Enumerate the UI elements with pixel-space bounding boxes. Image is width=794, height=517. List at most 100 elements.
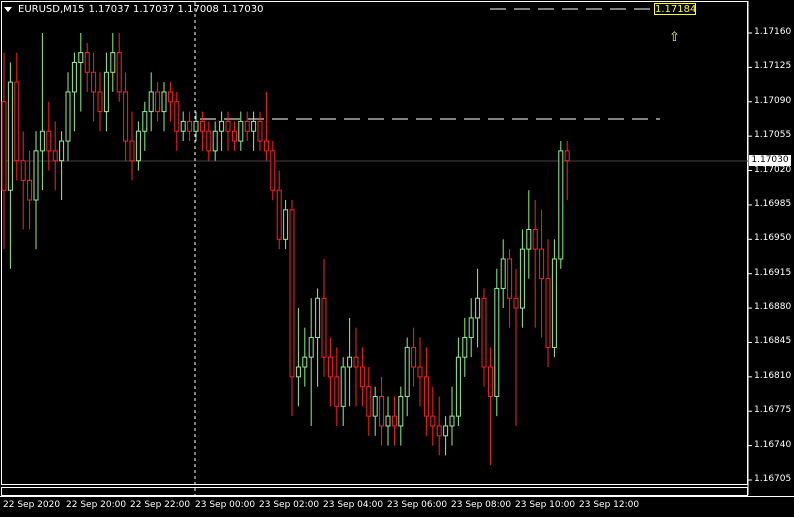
time-tick-label: 23 Sep 02:00 xyxy=(259,500,320,510)
bear-candle-body xyxy=(84,52,90,73)
time-tick-label: 23 Sep 08:00 xyxy=(451,500,512,510)
bear-candle-body xyxy=(507,258,513,299)
price-tick-label: 1.16915 xyxy=(754,267,792,278)
time-tick-label: 22 Sep 22:00 xyxy=(130,500,191,510)
bear-candle-body xyxy=(116,52,122,93)
bear-candle-body xyxy=(46,130,52,152)
bull-candle-body xyxy=(193,120,199,132)
chart-header: EURUSD,M15 1.17037 1.17037 1.17008 1.170… xyxy=(4,4,263,15)
bull-candle-body xyxy=(455,356,461,417)
bear-candle-body xyxy=(20,160,26,181)
bear-candle-body xyxy=(545,278,551,348)
bear-candle-body xyxy=(199,120,205,132)
price-tick-label: 1.16740 xyxy=(754,439,792,450)
bull-candle-body xyxy=(39,130,45,152)
bull-candle-body xyxy=(519,248,525,309)
bull-candle-body xyxy=(526,228,532,250)
bear-candle-body xyxy=(513,297,519,309)
bear-candle-body xyxy=(353,356,359,368)
bull-candle-body xyxy=(551,258,557,348)
bear-candle-body xyxy=(564,150,570,162)
bear-candle-body xyxy=(379,395,385,427)
price-tick-label: 1.17160 xyxy=(754,27,792,37)
bear-candle-body xyxy=(366,386,372,417)
bull-candle-body xyxy=(443,425,449,437)
price-tick-label: 1.16775 xyxy=(754,405,792,416)
bear-candle-body xyxy=(487,366,493,397)
time-tick-label: 23 Sep 04:00 xyxy=(323,500,384,510)
bull-candle-body xyxy=(494,287,500,397)
time-tick-label: 23 Sep 10:00 xyxy=(515,500,576,510)
price-tick-label: 1.16845 xyxy=(754,336,792,347)
bear-candle-body xyxy=(481,297,487,368)
bull-candle-body xyxy=(315,297,321,339)
symbol-label: EURUSD,M15 xyxy=(18,4,85,15)
bull-candle-body xyxy=(251,120,257,132)
bear-candle-body xyxy=(270,150,276,191)
dropdown-triangle-icon[interactable] xyxy=(4,7,12,12)
bear-candle-body xyxy=(129,140,135,162)
bull-candle-body xyxy=(347,356,353,368)
bull-candle-body xyxy=(238,120,244,142)
bear-candle-body xyxy=(1,101,7,191)
bull-candle-body xyxy=(295,366,301,378)
bull-candle-body xyxy=(558,150,564,260)
bull-candle-body xyxy=(398,395,404,427)
price-tick-label: 1.16880 xyxy=(754,302,792,313)
bull-candle-body xyxy=(103,71,109,113)
bull-candle-body xyxy=(65,91,71,142)
price-tick-label: 1.17020 xyxy=(754,164,792,175)
bear-candle-body xyxy=(276,189,282,240)
bear-candle-body xyxy=(391,415,397,427)
bull-candle-body xyxy=(500,258,506,289)
bull-candle-body xyxy=(340,366,346,407)
time-tick-label: 22 Sep 20:00 xyxy=(66,500,127,510)
bull-candle-body xyxy=(212,130,218,152)
bear-candle-body xyxy=(257,120,263,142)
bear-candle-body xyxy=(539,248,545,280)
bear-candle-body xyxy=(187,120,193,132)
bear-candle-body xyxy=(155,91,161,113)
bull-candle-body xyxy=(372,395,378,417)
bull-candle-body xyxy=(148,91,154,113)
bear-candle-body xyxy=(436,425,442,437)
time-tick-label: 23 Sep 00:00 xyxy=(195,500,256,510)
current-price-badge: 1.17030 xyxy=(749,155,791,166)
bull-candle-body xyxy=(180,120,186,132)
bull-candle-body xyxy=(302,356,308,368)
bear-candle-body xyxy=(123,91,129,142)
bull-candle-body xyxy=(404,346,410,397)
bull-candle-body xyxy=(33,150,39,201)
time-tick-label: 23 Sep 06:00 xyxy=(387,500,448,510)
price-tick-label: 1.16950 xyxy=(754,233,792,244)
time-tick-label: 23 Sep 12:00 xyxy=(579,500,640,510)
price-tick-label: 1.17125 xyxy=(754,61,792,72)
scrollbar-frame[interactable] xyxy=(1,487,748,496)
ohlc-label: 1.17037 1.17037 1.17008 1.17030 xyxy=(88,4,264,15)
bull-candle-body xyxy=(142,111,148,132)
candles-group xyxy=(1,33,570,466)
bull-candle-body xyxy=(385,415,391,427)
bear-candle-body xyxy=(27,179,33,201)
bear-candle-body xyxy=(244,120,250,132)
bull-candle-body xyxy=(161,91,167,113)
bear-candle-body xyxy=(359,366,365,388)
bear-candle-body xyxy=(91,71,97,93)
level-price-badge: 1.17184 xyxy=(654,3,697,15)
bull-candle-body xyxy=(283,209,289,240)
bear-candle-body xyxy=(167,91,173,103)
bear-candle-body xyxy=(206,130,212,152)
bear-candle-body xyxy=(174,101,180,132)
price-tick-label: 1.16810 xyxy=(754,370,792,381)
price-tick-label: 1.17055 xyxy=(754,130,792,141)
buy-arrow-icon[interactable]: ⇧ xyxy=(669,30,680,45)
bull-candle-body xyxy=(219,120,225,132)
price-tick-label: 1.16985 xyxy=(754,198,792,209)
bull-candle-body xyxy=(468,317,474,339)
price-ticks-group xyxy=(748,32,752,481)
bear-candle-body xyxy=(14,81,20,162)
bear-candle-body xyxy=(430,415,436,427)
bull-candle-body xyxy=(59,140,65,162)
